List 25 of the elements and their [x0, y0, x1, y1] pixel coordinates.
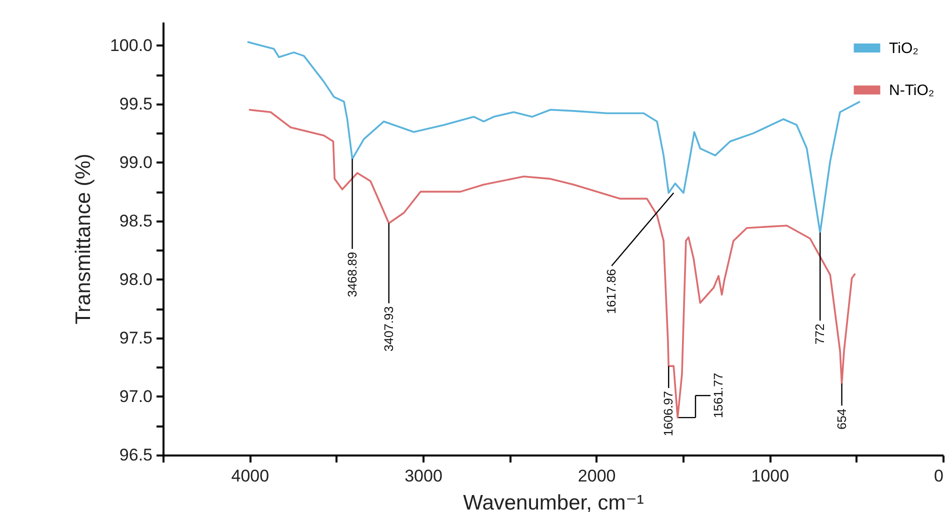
legend-label: N-TiO₂: [889, 82, 934, 99]
y-tick-label: 99.0: [119, 152, 152, 172]
y-tick-label: 98.5: [119, 211, 152, 230]
y-tick-label: 97.5: [119, 328, 152, 348]
annotation: 772: [813, 324, 828, 345]
annotation: 1606.97: [662, 391, 676, 436]
annotation: 1617.86: [604, 268, 619, 314]
line-series: [246, 40, 861, 234]
legend-label: TiO₂: [889, 40, 919, 57]
x-tick-label: 1000: [751, 466, 790, 486]
x-tick-label: 3000: [404, 466, 442, 486]
x-axis-title: Wavenumber, cm⁻¹: [463, 492, 644, 512]
y-axis-title: Transmittance (%): [72, 154, 95, 324]
y-tick-label: 98.0: [119, 270, 152, 289]
annotation: 654: [834, 408, 849, 430]
annotation: 3468.89: [345, 252, 360, 298]
annotation: 3407.93: [382, 306, 396, 352]
x-tick-label: 2000: [578, 466, 616, 486]
y-tick-label: 96.5: [119, 446, 152, 464]
y-tick-label: 99.5: [119, 94, 152, 114]
annotation: 1561.77: [711, 372, 726, 418]
x-tick-label: 4000: [231, 466, 270, 486]
y-tick-label: 97.0: [119, 386, 152, 406]
y-tick-label: 100.0: [110, 36, 152, 55]
x-tick-label: 0: [934, 466, 944, 486]
